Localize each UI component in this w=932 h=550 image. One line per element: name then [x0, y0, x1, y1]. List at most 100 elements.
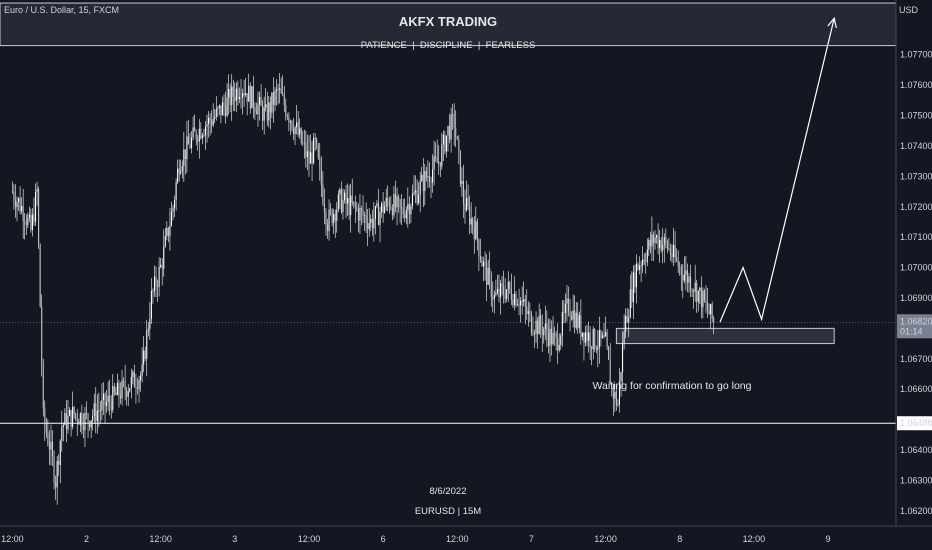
- candle[interactable]: [136, 378, 139, 395]
- candle[interactable]: [228, 74, 230, 115]
- candle[interactable]: [135, 373, 137, 404]
- candle[interactable]: [504, 278, 506, 304]
- candle[interactable]: [102, 382, 105, 416]
- candle[interactable]: [85, 401, 88, 420]
- candle[interactable]: [90, 420, 92, 439]
- candle[interactable]: [45, 417, 47, 438]
- candle[interactable]: [458, 134, 460, 165]
- candle[interactable]: [153, 265, 156, 297]
- candle[interactable]: [696, 279, 698, 313]
- candle[interactable]: [555, 331, 557, 351]
- candle[interactable]: [481, 256, 483, 267]
- candle[interactable]: [595, 345, 597, 354]
- candle[interactable]: [163, 229, 165, 277]
- candle[interactable]: [518, 288, 520, 316]
- candle[interactable]: [557, 323, 559, 364]
- candle[interactable]: [11, 181, 13, 194]
- candle[interactable]: [546, 310, 548, 348]
- candle[interactable]: [489, 251, 491, 290]
- candle[interactable]: [257, 91, 259, 127]
- candle[interactable]: [194, 114, 196, 132]
- candle[interactable]: [578, 311, 580, 334]
- candle[interactable]: [399, 198, 401, 224]
- candle[interactable]: [680, 264, 682, 291]
- candle[interactable]: [538, 303, 540, 335]
- candle[interactable]: [405, 206, 407, 225]
- candle[interactable]: [326, 218, 329, 240]
- candle[interactable]: [81, 404, 83, 435]
- candle[interactable]: [693, 288, 695, 309]
- candle[interactable]: [174, 195, 176, 218]
- candle[interactable]: [521, 286, 523, 315]
- candle[interactable]: [401, 193, 403, 226]
- candle[interactable]: [140, 371, 142, 392]
- entry-zone-rectangle[interactable]: [615, 327, 835, 345]
- candle[interactable]: [58, 454, 60, 476]
- candle[interactable]: [101, 383, 103, 421]
- candle[interactable]: [286, 113, 288, 120]
- candle[interactable]: [331, 208, 333, 227]
- candle[interactable]: [232, 79, 234, 112]
- candle[interactable]: [172, 204, 174, 221]
- candle[interactable]: [598, 316, 600, 364]
- candle[interactable]: [333, 208, 335, 234]
- candle[interactable]: [21, 197, 23, 215]
- candle[interactable]: [353, 201, 355, 209]
- candle[interactable]: [112, 374, 114, 414]
- candle[interactable]: [150, 277, 152, 324]
- candle[interactable]: [493, 290, 495, 314]
- candle[interactable]: [683, 256, 685, 284]
- candle[interactable]: [544, 305, 546, 341]
- candle[interactable]: [155, 266, 157, 298]
- candle[interactable]: [41, 294, 43, 377]
- candle[interactable]: [601, 331, 604, 340]
- candle[interactable]: [677, 250, 679, 274]
- candle[interactable]: [47, 419, 49, 447]
- candle[interactable]: [436, 139, 438, 164]
- candle[interactable]: [143, 335, 145, 373]
- candle[interactable]: [53, 450, 55, 490]
- candle[interactable]: [248, 73, 250, 102]
- candle[interactable]: [459, 150, 461, 188]
- candle[interactable]: [560, 333, 562, 350]
- candle[interactable]: [532, 316, 534, 337]
- price-axis[interactable]: USD 1.07700 1.07600 1.07500 1.07400 1.07300 1…: [895, 0, 932, 550]
- candle[interactable]: [240, 79, 242, 109]
- candle[interactable]: [592, 326, 594, 360]
- candle[interactable]: [22, 188, 24, 239]
- candle[interactable]: [206, 114, 208, 143]
- candle[interactable]: [70, 409, 72, 437]
- candle[interactable]: [623, 314, 625, 350]
- candle[interactable]: [277, 83, 279, 105]
- candle[interactable]: [243, 79, 245, 107]
- candle[interactable]: [549, 318, 551, 363]
- candle[interactable]: [184, 149, 186, 175]
- candle[interactable]: [294, 125, 296, 146]
- candle[interactable]: [82, 413, 84, 439]
- candle[interactable]: [478, 238, 480, 271]
- candle[interactable]: [330, 203, 332, 216]
- candle[interactable]: [84, 406, 86, 447]
- candle[interactable]: [241, 88, 244, 115]
- candle[interactable]: [473, 216, 475, 255]
- candle[interactable]: [254, 102, 256, 121]
- candle[interactable]: [258, 91, 261, 121]
- candle[interactable]: [679, 261, 681, 276]
- candle[interactable]: [617, 399, 619, 407]
- candle[interactable]: [17, 196, 20, 211]
- candle[interactable]: [470, 202, 472, 233]
- candle[interactable]: [479, 238, 481, 263]
- candle[interactable]: [342, 188, 344, 220]
- candle[interactable]: [285, 98, 287, 121]
- candle[interactable]: [574, 295, 576, 334]
- candle[interactable]: [659, 229, 661, 263]
- candle[interactable]: [260, 84, 262, 107]
- candle[interactable]: [65, 400, 67, 443]
- candle[interactable]: [234, 82, 236, 112]
- candle[interactable]: [113, 383, 115, 397]
- candle[interactable]: [189, 133, 191, 150]
- candle[interactable]: [34, 183, 37, 226]
- candle[interactable]: [127, 384, 129, 407]
- candle[interactable]: [64, 408, 66, 426]
